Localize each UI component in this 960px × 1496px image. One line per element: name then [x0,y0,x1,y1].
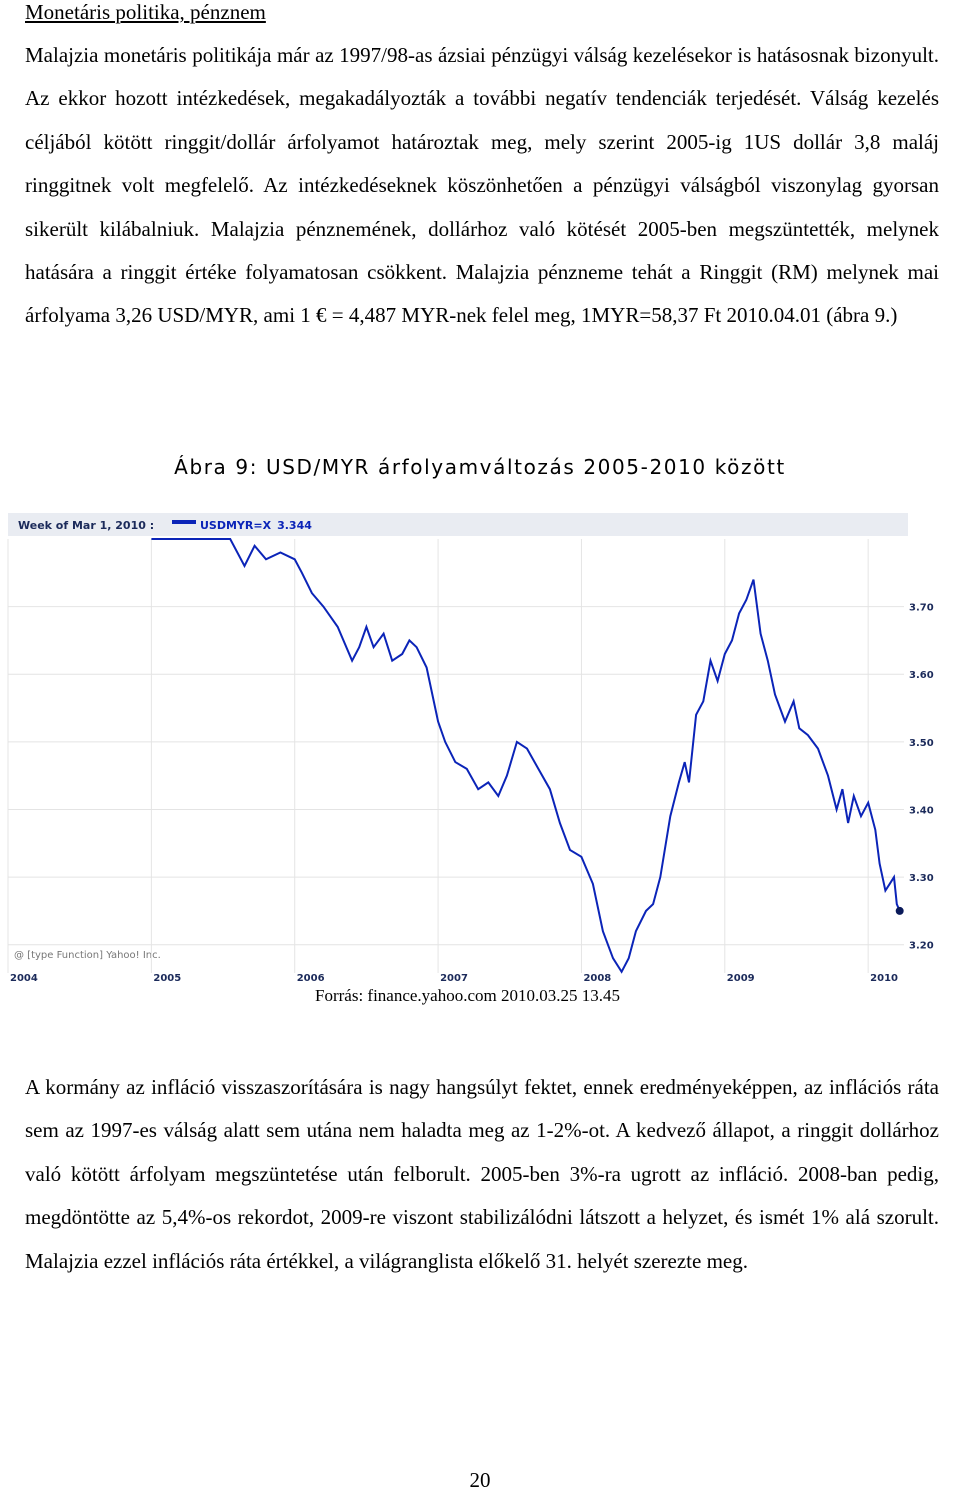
legend-swatch [172,520,196,524]
chart-header-bar [8,513,908,536]
price-line [151,538,901,974]
y-tick-label: 3.70 [909,603,934,614]
paragraph-monetary-policy: Malajzia monetáris politikája már az 199… [25,43,939,328]
x-tick-label: 2006 [297,973,325,984]
exchange-rate-chart: Week of Mar 1, 2010 : USDMYR=X 3.344 @ [… [0,503,960,987]
figure-caption: Ábra 9: USD/MYR árfolyamváltozás 2005-20… [174,455,786,479]
x-tick-label: 2009 [727,973,755,984]
x-tick-label: 2007 [440,973,468,984]
chart-x-axis-band [8,968,908,987]
y-tick-label: 3.60 [909,670,934,681]
last-point-marker [895,906,904,915]
x-tick-label: 2010 [870,973,898,984]
chart-plot-area [8,511,908,977]
x-tick-label: 2008 [583,973,611,984]
x-tick-label: 2005 [153,973,181,984]
y-tick-label: 3.40 [909,805,934,816]
legend-series-name: USDMYR=X [200,519,272,532]
x-tick-label: 2004 [10,973,38,984]
paragraph-inflation: A kormány az infláció visszaszorítására … [25,1075,939,1273]
figure-source: Forrás: finance.yahoo.com 2010.03.25 13.… [315,986,620,1005]
y-tick-label: 3.50 [909,738,934,749]
legend-series-value: 3.344 [277,519,312,532]
chart-watermark: @ [type Function] Yahoo! Inc. [14,950,161,961]
section-heading: Monetáris politika, pénznem [25,0,266,24]
y-tick-label: 3.20 [909,941,934,952]
y-tick-label: 3.30 [909,873,934,884]
chart-svg: Week of Mar 1, 2010 : USDMYR=X 3.344 @ [… [7,511,934,987]
chart-header-date: Week of Mar 1, 2010 : [18,519,154,532]
page-number: 20 [469,1468,491,1492]
